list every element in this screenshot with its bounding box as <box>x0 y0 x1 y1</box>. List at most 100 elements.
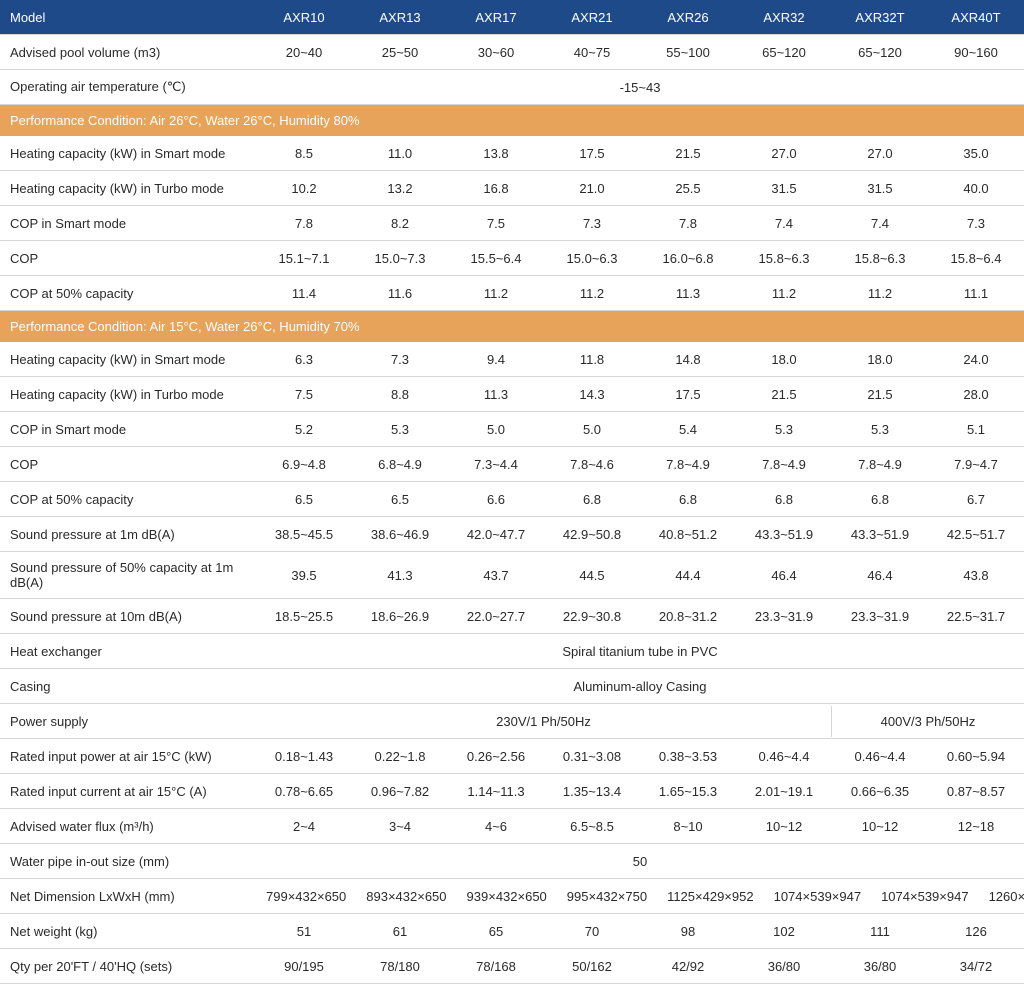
row-value: 25.5 <box>640 173 736 204</box>
row-value: 0.60~5.94 <box>928 741 1024 772</box>
row-value: 15.8~6.3 <box>736 243 832 274</box>
header-cell: Model <box>0 2 256 33</box>
row-value: 15.8~6.3 <box>832 243 928 274</box>
row-value: 2~4 <box>256 811 352 842</box>
table-row: Rated input current at air 15°C (A)0.78~… <box>0 774 1024 809</box>
row-value: 42.5~51.7 <box>928 519 1024 550</box>
row-value: 7.3 <box>352 344 448 375</box>
row-value: 8.2 <box>352 208 448 239</box>
row-value: 8.5 <box>256 138 352 169</box>
row-value: 17.5 <box>640 379 736 410</box>
row-value: 1074×539×947 <box>871 881 978 912</box>
row-value: 41.3 <box>352 560 448 591</box>
row-label: Advised pool volume (m3) <box>0 37 256 68</box>
row-value: 15.0~7.3 <box>352 243 448 274</box>
row-label: Operating air temperature (℃) <box>0 71 256 103</box>
row-value: 16.8 <box>448 173 544 204</box>
row-value: 11.0 <box>352 138 448 169</box>
row-label: Heating capacity (kW) in Smart mode <box>0 138 256 169</box>
row-value: 7.8 <box>256 208 352 239</box>
row-value: 7.3 <box>928 208 1024 239</box>
row-value: 8~10 <box>640 811 736 842</box>
table-header-row: Model AXR10 AXR13 AXR17 AXR21 AXR26 AXR3… <box>0 0 1024 35</box>
row-value: 18.5~25.5 <box>256 601 352 632</box>
row-value: 0.96~7.82 <box>352 776 448 807</box>
table-row: CasingAluminum-alloy Casing <box>0 669 1024 704</box>
row-value: 13.8 <box>448 138 544 169</box>
row-value: 11.2 <box>448 278 544 309</box>
row-value: 11.6 <box>352 278 448 309</box>
row-value: 5.1 <box>928 414 1024 445</box>
row-value: 21.5 <box>640 138 736 169</box>
header-cell: AXR17 <box>448 2 544 33</box>
row-value: 1125×429×952 <box>657 881 764 912</box>
header-cell: AXR26 <box>640 2 736 33</box>
row-value: 7.8~4.9 <box>640 449 736 480</box>
row-value: 40.8~51.2 <box>640 519 736 550</box>
row-label: Heating capacity (kW) in Turbo mode <box>0 379 256 410</box>
table-row: Rated input power at air 15°C (kW)0.18~1… <box>0 739 1024 774</box>
row-value: 55~100 <box>640 37 736 68</box>
row-value: 7.4 <box>736 208 832 239</box>
row-value: 6.8 <box>736 484 832 515</box>
row-value: 20.8~31.2 <box>640 601 736 632</box>
row-label: Sound pressure at 10m dB(A) <box>0 601 256 632</box>
row-value: 11.8 <box>544 344 640 375</box>
row-value: 7.9~4.7 <box>928 449 1024 480</box>
row-value: 24.0 <box>928 344 1024 375</box>
row-label: Sound pressure of 50% capacity at 1m dB(… <box>0 552 256 598</box>
row-label: Heating capacity (kW) in Turbo mode <box>0 173 256 204</box>
row-value: 6.3 <box>256 344 352 375</box>
row-value: 5.0 <box>448 414 544 445</box>
row-value: 1260×539×947 <box>979 881 1024 912</box>
row-value: 27.0 <box>832 138 928 169</box>
table-row: COP6.9~4.86.8~4.97.3~4.47.8~4.67.8~4.97.… <box>0 447 1024 482</box>
row-value: 11.3 <box>640 278 736 309</box>
table-row: Qty per 20'FT / 40'HQ (sets)90/19578/180… <box>0 949 1024 984</box>
table-row: COP15.1~7.115.0~7.315.5~6.415.0~6.316.0~… <box>0 241 1024 276</box>
header-cell: AXR13 <box>352 2 448 33</box>
row-label: Casing <box>0 671 256 702</box>
row-value: 799×432×650 <box>256 881 356 912</box>
header-cell: AXR10 <box>256 2 352 33</box>
row-label: COP <box>0 449 256 480</box>
row-value: 0.38~3.53 <box>640 741 736 772</box>
row-value: 18.0 <box>832 344 928 375</box>
row-value: 43.3~51.9 <box>832 519 928 550</box>
row-value: 65~120 <box>832 37 928 68</box>
row-value: 5.2 <box>256 414 352 445</box>
row-value: 7.8~4.9 <box>736 449 832 480</box>
row-value: 21.5 <box>832 379 928 410</box>
row-value: 31.5 <box>832 173 928 204</box>
row-value: 11.1 <box>928 278 1024 309</box>
row-value: 1.65~15.3 <box>640 776 736 807</box>
row-value: 5.3 <box>832 414 928 445</box>
row-value: 0.22~1.8 <box>352 741 448 772</box>
row-value: 7.8~4.6 <box>544 449 640 480</box>
table-row: Heating capacity (kW) in Turbo mode7.58.… <box>0 377 1024 412</box>
row-value: 31.5 <box>736 173 832 204</box>
row-value: 11.3 <box>448 379 544 410</box>
row-value: 50 <box>256 846 1024 877</box>
row-value: 11.2 <box>544 278 640 309</box>
row-value: 6.8 <box>832 484 928 515</box>
row-value: 36/80 <box>736 951 832 982</box>
row-label: Rated input power at air 15°C (kW) <box>0 741 256 772</box>
row-label: Net Dimension LxWxH (mm) <box>0 881 256 912</box>
row-value: 14.8 <box>640 344 736 375</box>
row-value: 7.5 <box>256 379 352 410</box>
row-value: 43.8 <box>928 560 1024 591</box>
row-value: 400V/3 Ph/50Hz <box>832 706 1024 737</box>
row-value: 6.7 <box>928 484 1024 515</box>
table-row: Advised pool volume (m3)20~4025~5030~604… <box>0 35 1024 70</box>
row-value: 5.3 <box>352 414 448 445</box>
row-value: 40.0 <box>928 173 1024 204</box>
row-value: 7.3~4.4 <box>448 449 544 480</box>
row-value: 6.5 <box>256 484 352 515</box>
header-cell: AXR40T <box>928 2 1024 33</box>
row-value: 0.26~2.56 <box>448 741 544 772</box>
row-label: COP in Smart mode <box>0 208 256 239</box>
row-value: 20~40 <box>256 37 352 68</box>
header-cell: AXR21 <box>544 2 640 33</box>
row-value: 17.5 <box>544 138 640 169</box>
